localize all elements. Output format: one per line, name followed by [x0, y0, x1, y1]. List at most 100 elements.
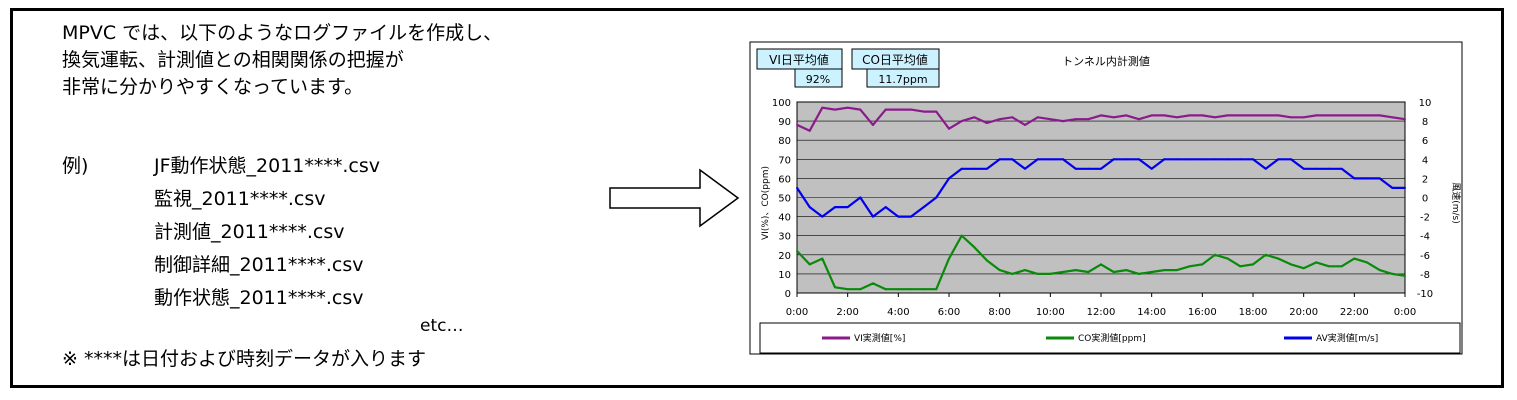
x-tick-label: 0:00	[1394, 307, 1416, 318]
etc-text: etc…	[420, 316, 464, 336]
series-0-point	[1024, 123, 1026, 126]
intro-line: 非常に分かりやすくなっています。	[62, 76, 364, 98]
series-0-point	[1112, 116, 1115, 119]
series-1-point	[1226, 257, 1229, 260]
series-1-point	[897, 288, 900, 291]
y-tick-label: 70	[778, 155, 791, 166]
series-0-point	[859, 108, 862, 111]
series-0-point	[821, 106, 824, 109]
series-2-point	[859, 196, 862, 199]
series-2-point	[1277, 158, 1280, 161]
series-2-point	[1404, 186, 1406, 189]
series-2-point	[973, 167, 976, 170]
series-2-point	[1315, 167, 1318, 170]
series-1-point	[1100, 263, 1102, 266]
y-tick-label: 60	[778, 174, 791, 185]
series-2-point	[948, 177, 950, 180]
series-1-point	[998, 269, 1001, 272]
series-0-point	[1188, 114, 1191, 117]
note-text: ※ ****は日付および時刻データが入ります	[62, 348, 426, 370]
series-2-point	[1340, 167, 1343, 170]
series-2-point	[1011, 158, 1014, 161]
series-1-point	[872, 282, 874, 285]
x-tick-label: 18:00	[1239, 307, 1268, 318]
series-1-point	[884, 288, 887, 291]
x-tick-label: 20:00	[1289, 307, 1318, 318]
series-1-point	[1315, 261, 1318, 264]
series-0-point	[1404, 118, 1406, 121]
intro-line: MPVC では、以下のようなログファイルを作成し、	[62, 22, 503, 44]
y2-tick-label: 4	[1422, 155, 1428, 166]
y-tick-label: 80	[778, 136, 791, 147]
series-1-point	[922, 288, 925, 291]
right-arrow-icon	[609, 168, 740, 228]
series-2-point	[922, 206, 925, 209]
intro-text: MPVC では、以下のようなログファイルを作成し、 換気運転、計測値との相関関係…	[62, 20, 502, 101]
file-name: 動作状態_2011****.csv	[154, 287, 364, 309]
series-2-point	[1150, 167, 1153, 170]
series-1-point	[960, 234, 963, 237]
y2-tick-label: 0	[1422, 194, 1428, 205]
series-0-point	[1239, 114, 1242, 117]
legend-label-av: AV実測値[m/s]	[1316, 332, 1378, 344]
y2-tick-label: 8	[1422, 117, 1428, 128]
series-2-point	[986, 167, 988, 170]
series-2-point	[1328, 167, 1330, 170]
series-2-point	[1074, 167, 1077, 170]
y2-tick-label: 10	[1419, 98, 1432, 109]
y-tick-label: 100	[772, 98, 791, 109]
series-1-point	[1024, 269, 1026, 272]
series-0-point	[1252, 114, 1254, 117]
intro-line: 換気運転、計測値との相関関係の把握が	[62, 49, 404, 71]
series-1-point	[1062, 271, 1064, 273]
series-0-point	[1176, 116, 1178, 119]
series-2-point	[808, 206, 811, 209]
series-1-point	[821, 257, 824, 260]
series-0-point	[998, 118, 1001, 121]
y2-axis-title: 風速(m/s)	[1450, 182, 1461, 224]
series-0-point	[1340, 114, 1343, 117]
series-0-point	[1226, 114, 1229, 117]
series-1-point	[1188, 265, 1191, 268]
series-2-point	[1302, 167, 1305, 170]
series-2-point	[1353, 177, 1356, 180]
y2-tick-label: -8	[1420, 270, 1430, 281]
file-name: 制御詳細_2011****.csv	[154, 254, 364, 276]
series-0-point	[897, 108, 900, 111]
x-tick-label: 22:00	[1340, 307, 1369, 318]
series-0-point	[796, 123, 798, 126]
x-tick-label: 8:00	[988, 307, 1010, 318]
series-0-point	[1277, 114, 1280, 117]
legend-label-co: CO実測値[ppm]	[1078, 332, 1146, 344]
series-1-point	[1264, 253, 1267, 256]
series-0-point	[1214, 116, 1216, 119]
series-1-point	[948, 257, 950, 260]
series-2-point	[796, 186, 798, 189]
series-2-point	[1290, 158, 1292, 161]
series-0-point	[1315, 114, 1318, 117]
series-0-point	[884, 108, 887, 111]
series-1-point	[910, 288, 912, 291]
series-2-point	[1087, 167, 1090, 170]
legend-box	[759, 322, 1461, 354]
series-2-point	[1138, 158, 1140, 161]
series-0-point	[808, 129, 811, 132]
vi-label: VI日平均値	[769, 52, 829, 67]
x-tick-label: 16:00	[1188, 307, 1217, 318]
series-1-point	[1201, 263, 1204, 266]
series-1-point	[808, 263, 811, 266]
series-0-point	[1290, 116, 1292, 119]
plot-area: 0 10 20 30 40 50 60 70 80 90 100 -10 -8 -6 -4 -2 0 2 4 6 8 10…	[772, 98, 1433, 318]
series-1-point	[1391, 272, 1394, 275]
series-0-point	[1062, 120, 1064, 123]
x-tick-label: 14:00	[1137, 307, 1166, 318]
y-tick-label: 50	[778, 194, 791, 205]
series-2-point	[1252, 158, 1254, 161]
series-1-point	[1074, 269, 1077, 272]
series-2-point	[1176, 158, 1178, 161]
series-0-point	[986, 122, 988, 124]
series-2-point	[1024, 167, 1026, 170]
file-name: 監視_2011****.csv	[154, 188, 326, 210]
series-0-point	[1036, 116, 1039, 119]
